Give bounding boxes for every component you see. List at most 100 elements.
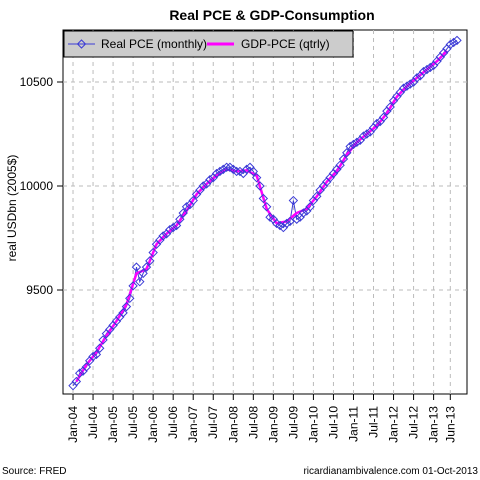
pce-point bbox=[292, 214, 302, 224]
pce-point bbox=[165, 224, 175, 235]
pce-point bbox=[121, 301, 132, 312]
pce-point bbox=[198, 181, 208, 191]
pce-point bbox=[348, 139, 359, 150]
x-tick-label: Jan-04 bbox=[66, 406, 80, 443]
credit-note: ricardianambivalence.com 01-Oct-2013 bbox=[303, 466, 478, 477]
pce-point bbox=[158, 231, 168, 241]
pce-point bbox=[305, 202, 315, 212]
x-tick-label: Jul-07 bbox=[206, 406, 220, 439]
source-note: Source: FRED bbox=[2, 466, 66, 477]
pce-point bbox=[261, 202, 272, 212]
pce-point bbox=[352, 137, 362, 148]
x-tick-label: Jul-08 bbox=[246, 406, 260, 439]
x-tick-label: Jul-06 bbox=[166, 406, 180, 439]
pce-point bbox=[425, 62, 435, 73]
pce-point bbox=[125, 293, 135, 304]
pce-point bbox=[412, 73, 422, 83]
x-tick-label: Jan-10 bbox=[306, 406, 320, 443]
chart-title: Real PCE & GDP-Consumption bbox=[169, 7, 374, 23]
legend-label-pce: Real PCE (monthly) bbox=[101, 37, 207, 51]
x-tick-label: Jul-04 bbox=[86, 406, 100, 439]
series bbox=[68, 35, 462, 391]
series-line-pce bbox=[72, 39, 458, 387]
x-tick-label: Jul-09 bbox=[286, 406, 300, 439]
pce-point bbox=[281, 218, 292, 229]
pce-point bbox=[95, 343, 105, 353]
pce-point bbox=[422, 64, 432, 75]
x-tick-label: Jul-11 bbox=[367, 406, 381, 438]
pce-point bbox=[128, 281, 138, 291]
pce-point bbox=[141, 262, 152, 272]
x-axis: Jan-04 Jul-04 Jan-05 Jul-05 Jan-06 Jul-06 Jan-… bbox=[66, 394, 457, 443]
pce-point bbox=[221, 162, 232, 172]
pce-point bbox=[372, 118, 382, 129]
pce-point bbox=[148, 247, 158, 258]
x-tick-label: Jan-06 bbox=[146, 406, 160, 443]
pce-point bbox=[405, 79, 415, 89]
pce-point bbox=[398, 83, 409, 93]
pce-point bbox=[131, 262, 142, 272]
pce-point bbox=[145, 256, 155, 266]
series-line-gdp bbox=[75, 49, 448, 383]
pce-point bbox=[135, 276, 145, 287]
pce-point bbox=[338, 154, 349, 164]
y-axis-label: real USDbn (2005$) bbox=[5, 155, 19, 262]
pce-point bbox=[71, 376, 82, 387]
y-tick-label: 10500 bbox=[20, 75, 54, 89]
pce-point bbox=[88, 351, 98, 362]
pce-point bbox=[188, 195, 198, 206]
pce-point bbox=[452, 35, 462, 46]
pce-point bbox=[285, 216, 295, 227]
pce-point bbox=[255, 181, 265, 191]
pce-point bbox=[241, 164, 252, 175]
pce-point bbox=[362, 129, 372, 139]
y-axis: 9500 10000 10500 bbox=[20, 75, 63, 297]
y-tick-label: 10000 bbox=[20, 179, 54, 193]
legend: Real PCE (monthly) GDP-PCE (qtrly) bbox=[63, 30, 354, 58]
pce-point bbox=[205, 175, 215, 185]
pce-point bbox=[118, 308, 128, 318]
legend-label-gdp: GDP-PCE (qtrly) bbox=[241, 37, 330, 51]
pce-point bbox=[345, 141, 355, 152]
x-tick-label: Jul-12 bbox=[407, 406, 421, 439]
pce-point bbox=[448, 37, 459, 48]
x-tick-label: Jan-08 bbox=[226, 406, 240, 443]
pce-point bbox=[418, 66, 429, 77]
pce-point bbox=[378, 112, 389, 123]
pce-point bbox=[81, 362, 92, 372]
pce-point bbox=[298, 208, 309, 218]
x-tick-label: Jan-07 bbox=[186, 406, 200, 443]
pce-point bbox=[258, 193, 269, 204]
pce-point bbox=[312, 191, 322, 202]
legend-swatch-pce-marker bbox=[76, 39, 87, 49]
x-tick-label: Jan-11 bbox=[346, 406, 360, 442]
x-tick-label: Jul-05 bbox=[126, 406, 140, 439]
pce-point bbox=[342, 148, 352, 158]
plot-frame bbox=[62, 29, 468, 395]
pce-point bbox=[91, 349, 102, 360]
pce-point bbox=[181, 202, 192, 212]
pce-point bbox=[385, 102, 395, 112]
pce-point bbox=[288, 195, 299, 206]
pce-point bbox=[218, 164, 228, 175]
x-tick-label: Jul-10 bbox=[326, 406, 340, 439]
x-tick-label: Jan-12 bbox=[387, 406, 401, 443]
pce-point bbox=[175, 214, 185, 224]
pce-point bbox=[74, 368, 85, 378]
pce-point bbox=[231, 166, 242, 177]
x-tick-label: Jan-09 bbox=[266, 406, 280, 443]
pce-point bbox=[138, 268, 148, 279]
pce-point bbox=[98, 335, 108, 345]
x-tick-label: Jan-05 bbox=[106, 406, 120, 443]
pce-point bbox=[178, 208, 188, 218]
pce-point bbox=[171, 220, 182, 231]
pce-point bbox=[168, 222, 178, 233]
pce-point bbox=[211, 168, 222, 179]
y-tick-label: 9500 bbox=[26, 283, 53, 297]
x-tick-label: Jun-13 bbox=[443, 406, 457, 443]
pce-point bbox=[445, 39, 456, 50]
pce-point bbox=[215, 166, 225, 177]
pce-point bbox=[335, 160, 345, 170]
pce-point bbox=[251, 172, 262, 183]
